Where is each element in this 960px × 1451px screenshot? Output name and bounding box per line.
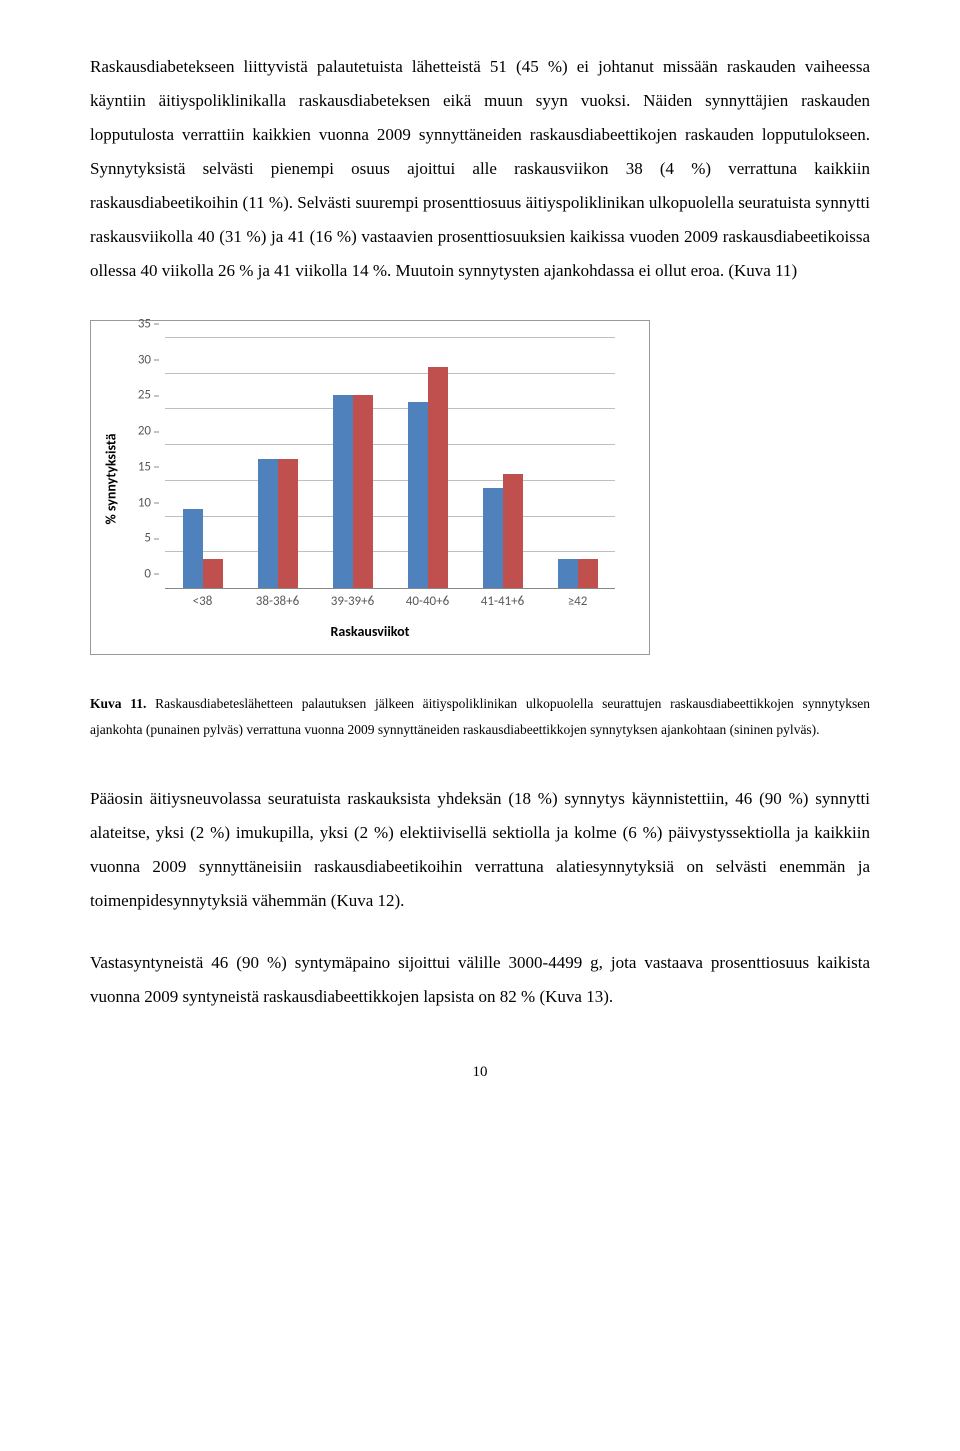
- bar: [353, 395, 373, 588]
- x-tick: 40-40+6: [396, 594, 459, 609]
- x-axis-ticks: <38 38-38+6 39-39+6 40-40+6 41-41+6 ≥42: [165, 594, 615, 609]
- x-axis-label: Raskausviikot: [115, 623, 625, 640]
- bar: [258, 459, 278, 588]
- bar-group: [396, 367, 459, 588]
- page-number: 10: [90, 1064, 870, 1081]
- y-tick: 10: [115, 495, 159, 510]
- x-tick: ≥42: [546, 594, 609, 609]
- caption-text: Raskausdiabeteslähetteen palautuksen jäl…: [90, 696, 870, 737]
- bar: [183, 509, 203, 588]
- y-tick: 15: [115, 459, 159, 474]
- bar: [333, 395, 353, 588]
- y-tick: 25: [115, 388, 159, 403]
- figure-caption: Kuva 11. Raskausdiabeteslähetteen palaut…: [90, 691, 870, 742]
- y-tick: 5: [115, 531, 159, 546]
- bar: [578, 559, 598, 588]
- x-tick: 41-41+6: [471, 594, 534, 609]
- chart-container: % synnytyksistä 0 5 10 15 20 25 30 35 <38 38-38+…: [90, 320, 650, 655]
- bar: [203, 559, 223, 588]
- caption-lead: Kuva 11.: [90, 696, 146, 711]
- y-tick: 30: [115, 352, 159, 367]
- bar: [278, 459, 298, 588]
- x-tick: 38-38+6: [246, 594, 309, 609]
- paragraph-3: Vastasyntyneistä 46 (90 %) syntymäpaino …: [90, 946, 870, 1014]
- bar-group: [246, 459, 309, 588]
- gridline: [165, 337, 615, 338]
- y-tick: 35: [115, 317, 159, 332]
- paragraph-2: Pääosin äitiysneuvolassa seuratuista ras…: [90, 782, 870, 918]
- bar-group: [546, 559, 609, 588]
- bar: [558, 559, 578, 588]
- bar: [428, 367, 448, 588]
- x-tick: 39-39+6: [321, 594, 384, 609]
- bar: [483, 488, 503, 588]
- bar-chart: % synnytyksistä 05101520253035 <3838-38+…: [115, 339, 625, 619]
- plot-area: [165, 339, 615, 589]
- y-axis-label: % synnytyksistä: [103, 433, 120, 524]
- bar-groups: [165, 339, 615, 588]
- paragraph-1: Raskausdiabetekseen liittyvistä palautet…: [90, 50, 870, 288]
- bar-group: [321, 395, 384, 588]
- bar-group: [171, 509, 234, 588]
- x-tick: <38: [171, 594, 234, 609]
- bar: [408, 402, 428, 588]
- bar: [503, 474, 523, 588]
- y-tick: 0: [115, 567, 159, 582]
- y-tick: 20: [115, 424, 159, 439]
- bar-group: [471, 474, 534, 588]
